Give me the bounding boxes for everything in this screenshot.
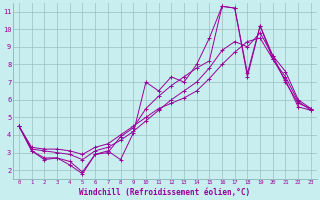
- X-axis label: Windchill (Refroidissement éolien,°C): Windchill (Refroidissement éolien,°C): [79, 188, 251, 197]
